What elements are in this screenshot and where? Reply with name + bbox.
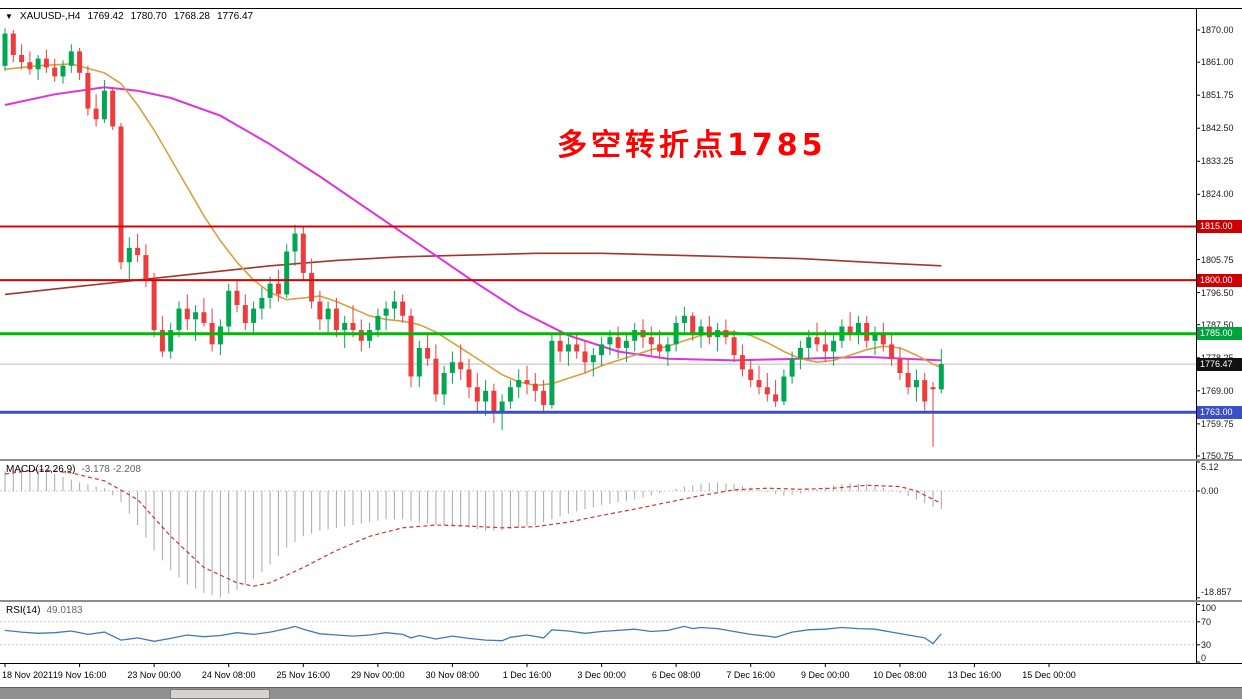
- price-axis-label: 1769.00: [1201, 385, 1234, 396]
- time-axis-label: 19 Nov 16:00: [52, 670, 107, 680]
- price-axis-label: 1833.25: [1201, 156, 1234, 167]
- ohlc-high: 1780.70: [130, 11, 167, 22]
- macd-histogram: [4, 467, 942, 598]
- time-axis-label: 9 Dec 00:00: [801, 670, 850, 680]
- rsi-name: RSI(14): [6, 605, 41, 616]
- rsi-value: 49.0183: [46, 605, 83, 616]
- time-axis-label: 30 Nov 08:00: [425, 670, 480, 680]
- candlestick-series: [2, 28, 944, 447]
- chart-annotation-text[interactable]: 多空转折点1785: [557, 128, 827, 163]
- pane-splitter-rsi[interactable]: [0, 600, 1242, 602]
- price-axis-label: 1759.75: [1201, 418, 1234, 429]
- macd-axis-label: -18.857: [1201, 587, 1232, 597]
- time-axis-label: 24 Nov 08:00: [201, 670, 256, 680]
- price-axis-label: 1787.50: [1201, 319, 1234, 330]
- time-axis-label: 23 Nov 00:00: [127, 670, 181, 680]
- horizontal-scrollbar[interactable]: [0, 687, 1242, 699]
- time-axis-label: 25 Nov 16:00: [276, 670, 331, 680]
- symbol-period-label: XAUUSD-,H4: [19, 11, 81, 22]
- ohlc-low: 1768.28: [173, 11, 210, 22]
- macd-signal-line: [4, 468, 942, 587]
- macd-values: -3.178 -2.208: [81, 464, 141, 475]
- time-axis-label: 18 Nov 2021: [2, 670, 54, 680]
- price-axis-label: 1824.00: [1201, 189, 1234, 200]
- ma-fast-gold: [4, 63, 942, 387]
- price-badge: 1815.00: [1197, 220, 1242, 233]
- rsi-line: [4, 625, 942, 645]
- time-axis-label: 7 Dec 16:00: [726, 670, 775, 680]
- rsi-axis-label: 30: [1201, 639, 1212, 650]
- price-badge: 1776.47: [1197, 357, 1242, 371]
- ohlc-open: 1769.42: [87, 11, 124, 22]
- price-axis-label: 1842.50: [1201, 123, 1234, 134]
- chart-dropdown-icon[interactable]: ▼: [5, 11, 13, 21]
- price-axis-label: 1870.00: [1201, 25, 1234, 35]
- macd-axis-label: 0.00: [1201, 486, 1219, 496]
- time-axis-label: 6 Dec 08:00: [651, 670, 701, 680]
- price-axis-label: 1796.50: [1201, 287, 1234, 298]
- time-axis-label: 10 Dec 08:00: [873, 670, 927, 680]
- ohlc-close: 1776.47: [216, 11, 254, 22]
- price-badge: 1800.00: [1197, 273, 1242, 287]
- rsi-axis-label: 0: [1201, 653, 1207, 663]
- time-axis-label: 29 Nov 00:00: [351, 670, 405, 680]
- price-axis-label: 1750.75: [1201, 451, 1234, 461]
- chart-header: ▼ XAUUSD-,H4 1769.42 1780.70 1768.28 177…: [5, 11, 253, 22]
- rsi-indicator-label: RSI(14) 49.0183: [6, 605, 83, 616]
- time-axis-label: 3 Dec 00:00: [577, 670, 626, 680]
- time-axis-label: 15 Dec 00:00: [1022, 670, 1076, 680]
- price-axis-label: 1861.00: [1201, 57, 1234, 68]
- price-axis-label: 1805.75: [1201, 254, 1234, 265]
- scrollbar-thumb[interactable]: [170, 689, 270, 699]
- pane-splitter-macd[interactable]: [0, 459, 1242, 461]
- ma-slow-darkred: [4, 252, 942, 296]
- rsi-axis-label: 100: [1201, 603, 1217, 613]
- rsi-axis-label: 70: [1201, 616, 1212, 627]
- time-axis-label: 13 Dec 16:00: [947, 670, 1002, 680]
- time-axis-label: 1 Dec 16:00: [502, 670, 552, 680]
- price-badge: 1763.00: [1197, 405, 1242, 419]
- macd-indicator-label: MACD(12,26,9) -3.178 -2.208: [6, 464, 141, 475]
- macd-name: MACD(12,26,9): [6, 464, 76, 475]
- macd-axis-label: 5.12: [1201, 462, 1219, 472]
- price-axis-label: 1851.75: [1201, 90, 1234, 101]
- price-badge: 1785.00: [1197, 327, 1242, 341]
